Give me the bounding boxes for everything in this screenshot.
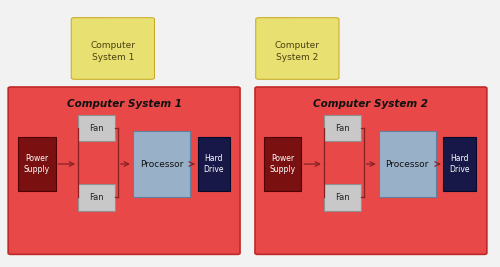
Bar — [78, 184, 116, 210]
Text: Computer
System 2: Computer System 2 — [275, 41, 320, 62]
Text: Processor: Processor — [386, 160, 429, 168]
Text: Hard
Drive: Hard Drive — [450, 154, 470, 174]
Text: Computer
System 1: Computer System 1 — [90, 41, 136, 62]
Bar — [18, 138, 56, 191]
Text: Fan: Fan — [335, 193, 350, 202]
FancyBboxPatch shape — [256, 18, 290, 29]
Bar — [378, 131, 436, 197]
FancyBboxPatch shape — [8, 87, 240, 254]
FancyBboxPatch shape — [71, 18, 154, 79]
Bar — [133, 131, 190, 197]
Text: Fan: Fan — [90, 193, 104, 202]
Text: Power
Supply: Power Supply — [24, 154, 50, 174]
Bar — [324, 184, 361, 210]
Text: Power
Supply: Power Supply — [270, 154, 295, 174]
FancyBboxPatch shape — [72, 18, 106, 29]
FancyBboxPatch shape — [255, 87, 487, 254]
Text: Processor: Processor — [140, 160, 183, 168]
Bar — [324, 115, 361, 142]
Text: Fan: Fan — [335, 124, 350, 133]
Bar — [78, 115, 116, 142]
Text: Fan: Fan — [90, 124, 104, 133]
Bar — [198, 138, 230, 191]
Bar — [264, 138, 302, 191]
Text: Computer System 2: Computer System 2 — [314, 99, 428, 109]
Text: Computer System 1: Computer System 1 — [66, 99, 182, 109]
FancyBboxPatch shape — [256, 18, 339, 79]
Bar — [444, 138, 476, 191]
Text: Hard
Drive: Hard Drive — [204, 154, 224, 174]
